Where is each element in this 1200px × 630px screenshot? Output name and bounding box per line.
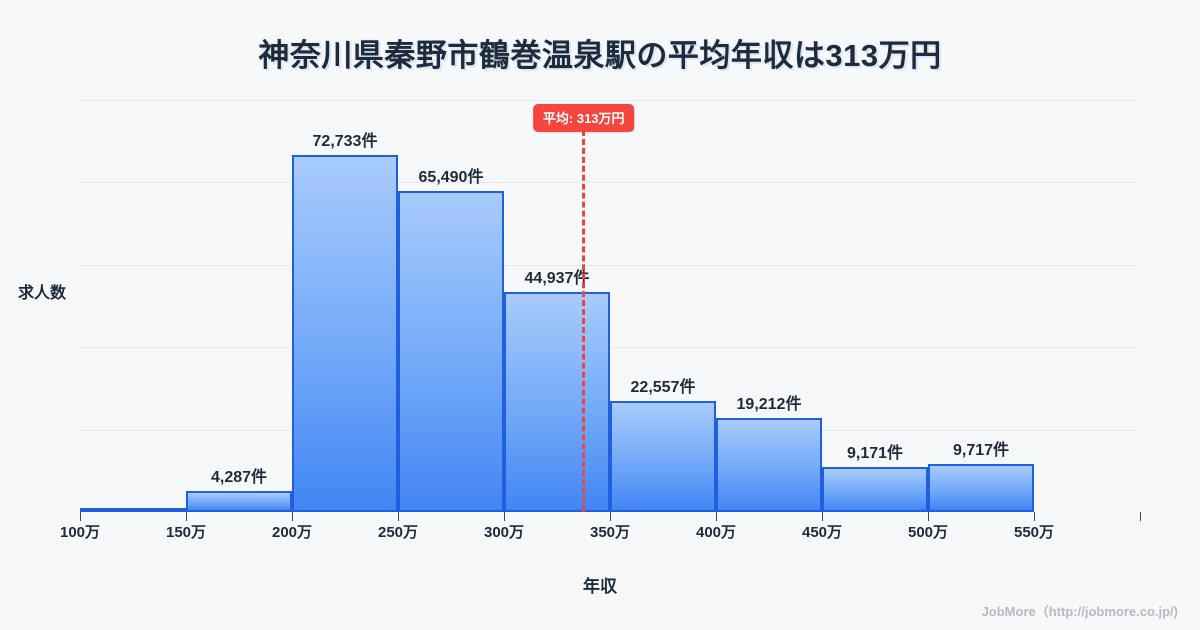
bar[interactable] [610, 401, 716, 512]
page-title: 神奈川県秦野市鶴巻温泉駅の平均年収は313万円 [258, 38, 942, 73]
x-axis-tick-label: 500万 [907, 524, 949, 541]
x-axis-tick [928, 512, 929, 521]
bar-value-label: 44,937件 [524, 270, 590, 287]
gridline [80, 265, 1140, 266]
x-axis-tick-label: 250万 [377, 524, 419, 541]
x-axis-tick-label: 300万 [483, 524, 525, 541]
x-axis-tick [1140, 512, 1141, 521]
x-axis-tick-label: 400万 [695, 524, 737, 541]
x-axis-title: 年収 [583, 577, 617, 596]
plot-area: 4,287件 72,733件 65,490件 44,937件 22,557件 19,212… [80, 100, 1140, 512]
x-axis-tick-label: 350万 [589, 524, 631, 541]
bar-value-label: 9,717件 [952, 442, 1010, 459]
bar[interactable] [504, 292, 610, 512]
x-axis-tick-label: 550万 [1013, 524, 1055, 541]
x-axis-tick [292, 512, 293, 521]
bar-value-label: 72,733件 [312, 133, 378, 150]
x-axis-tick [80, 512, 81, 521]
x-axis-tick-label: 100万 [59, 524, 101, 541]
x-axis-tick [504, 512, 505, 521]
bar-value-label: 65,490件 [418, 169, 484, 186]
x-axis-tick [610, 512, 611, 521]
bar[interactable] [928, 464, 1034, 512]
gridline [80, 100, 1140, 101]
bar[interactable] [398, 191, 504, 512]
x-axis-tick [398, 512, 399, 521]
bar[interactable] [80, 508, 186, 512]
average-line [581, 130, 585, 512]
x-axis-tick-label: 200万 [271, 524, 313, 541]
x-axis-tick [1034, 512, 1035, 521]
x-axis-tick-label: 150万 [165, 524, 207, 541]
gridline [80, 182, 1140, 183]
x-axis-tick [822, 512, 823, 521]
average-badge: 平均: 313万円 [532, 104, 635, 132]
bar-value-label: 22,557件 [630, 379, 696, 396]
bar[interactable] [292, 155, 398, 512]
x-axis-tick-label: 450万 [801, 524, 843, 541]
bar-value-label: 9,171件 [846, 445, 904, 462]
bar[interactable] [822, 467, 928, 512]
gridline [80, 347, 1140, 348]
bar[interactable] [716, 418, 822, 512]
x-axis-tick [186, 512, 187, 521]
bar[interactable] [186, 491, 292, 512]
x-axis-tick [716, 512, 717, 521]
y-axis-title: 求人数 [18, 285, 67, 302]
bar-value-label: 4,287件 [210, 469, 268, 486]
source-credit: JobMore（http://jobmore.co.jp/) [981, 604, 1178, 619]
bar-value-label: 19,212件 [736, 396, 802, 413]
